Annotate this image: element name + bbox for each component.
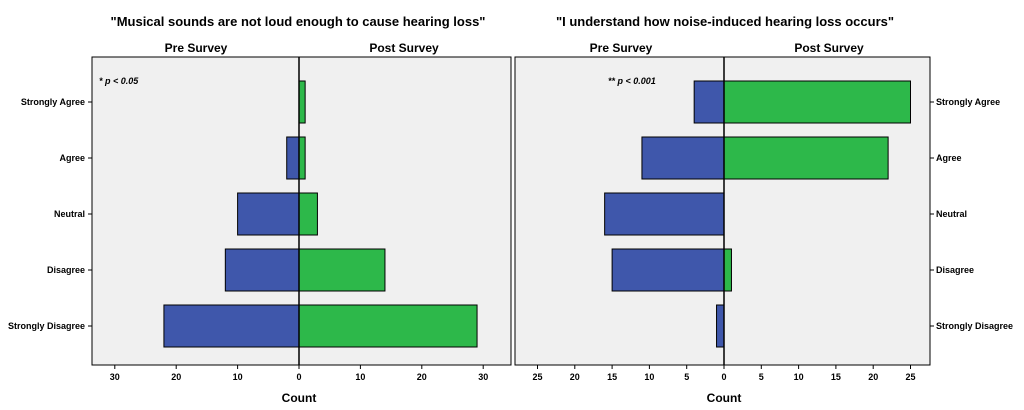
x-axis-label: Count [707,391,742,405]
pre-survey-bar [237,192,300,236]
category-label: Strongly Agree [936,97,1000,107]
post-survey-bar [723,80,911,124]
chart-title: "I understand how noise-induced hearing … [556,14,894,29]
x-tick-label: 10 [794,372,804,382]
category-label: Neutral [936,209,967,219]
x-tick-label: 30 [478,372,488,382]
left-side-label: Pre Survey [165,41,228,55]
category-label: Disagree [936,265,974,275]
pre-survey-bar [286,136,300,180]
category-label: Strongly Agree [21,97,85,107]
category-label: Strongly Disagree [8,321,85,331]
x-tick-label: 0 [721,372,726,382]
x-tick-label: 5 [684,372,689,382]
category-label: Disagree [47,265,85,275]
x-axis-label: Count [282,391,317,405]
category-label: Strongly Disagree [936,321,1013,331]
pre-survey-bar [716,304,725,348]
x-tick-label: 25 [905,372,915,382]
chart-title: "Musical sounds are not loud enough to c… [111,14,486,29]
x-tick-label: 10 [233,372,243,382]
post-survey-bar [298,136,306,180]
post-survey-bar [298,192,318,236]
x-tick-label: 20 [171,372,181,382]
post-survey-bar [723,136,889,180]
category-label: Agree [936,153,962,163]
right-side-label: Post Survey [794,41,864,55]
x-tick-label: 5 [759,372,764,382]
significance-annotation: * p < 0.05 [99,76,139,86]
x-tick-label: 20 [868,372,878,382]
x-tick-label: 0 [296,372,301,382]
significance-annotation: ** p < 0.001 [608,76,656,86]
pre-survey-bar [224,248,300,292]
post-survey-bar [298,304,478,348]
x-tick-label: 10 [644,372,654,382]
x-tick-label: 15 [607,372,617,382]
pre-survey-bar [604,192,725,236]
pre-survey-bar [641,136,725,180]
category-label: Agree [59,153,85,163]
right-chart: "I understand how noise-induced hearing … [514,14,1013,405]
pre-survey-bar [611,248,725,292]
x-tick-label: 30 [110,372,120,382]
x-tick-label: 25 [532,372,542,382]
post-survey-bar [298,248,386,292]
post-survey-bar [723,248,732,292]
left-side-label: Pre Survey [590,41,653,55]
x-tick-label: 15 [831,372,841,382]
post-survey-bar [298,80,306,124]
pre-survey-bar [163,304,300,348]
left-chart: "Musical sounds are not loud enough to c… [8,14,512,405]
x-tick-label: 20 [570,372,580,382]
pre-survey-bar [693,80,725,124]
x-tick-label: 10 [355,372,365,382]
right-side-label: Post Survey [369,41,439,55]
x-tick-label: 20 [417,372,427,382]
category-label: Neutral [54,209,85,219]
